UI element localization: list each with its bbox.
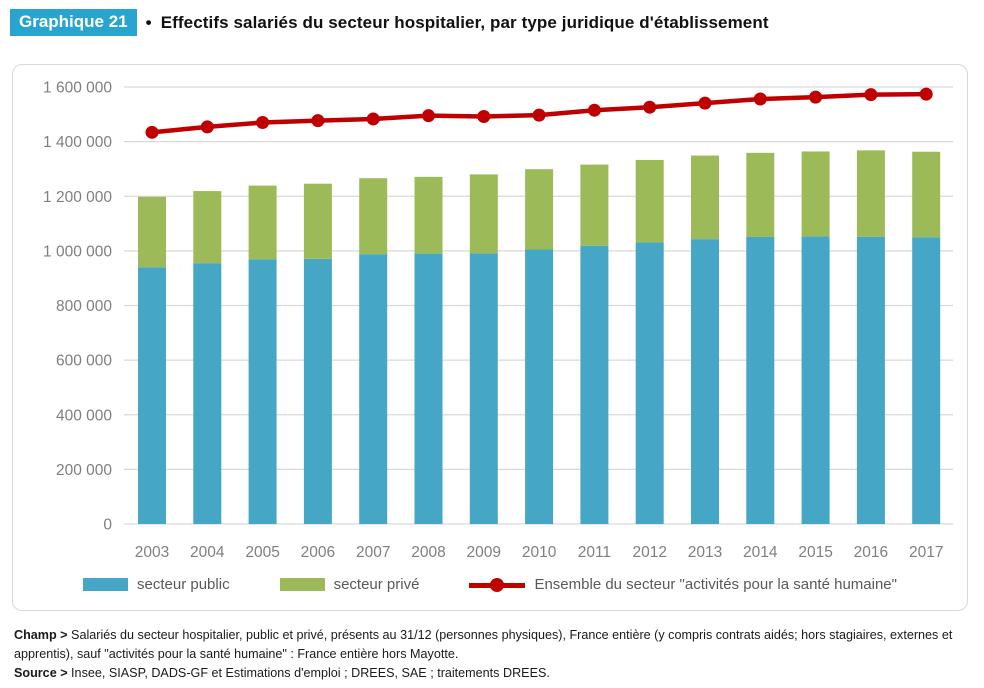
legend-swatch-public — [83, 578, 129, 591]
footnote-source-text: Insee, SIASP, DADS-GF et Estimations d'e… — [67, 665, 550, 680]
svg-text:2017: 2017 — [909, 544, 943, 561]
svg-text:2013: 2013 — [688, 544, 722, 561]
legend-label-ensemble: Ensemble du secteur "activités pour la s… — [534, 576, 897, 593]
svg-text:1 400 000: 1 400 000 — [43, 134, 112, 151]
svg-text:2012: 2012 — [632, 544, 666, 561]
svg-text:600 000: 600 000 — [56, 353, 112, 370]
footnote-champ-label: Champ > — [14, 628, 68, 642]
bullet-separator: • — [145, 12, 152, 32]
svg-text:200 000: 200 000 — [56, 462, 112, 479]
svg-text:2008: 2008 — [411, 544, 445, 561]
graphique-number-badge: Graphique 21 — [10, 9, 137, 37]
svg-text:2014: 2014 — [743, 544, 778, 561]
svg-text:2011: 2011 — [578, 544, 611, 561]
svg-text:2007: 2007 — [356, 544, 390, 561]
legend-dot — [490, 577, 505, 592]
svg-text:2004: 2004 — [190, 544, 225, 561]
legend-label-public: secteur public — [137, 576, 230, 593]
footnote-champ-text: Salariés du secteur hospitalier, public … — [14, 628, 953, 661]
legend-swatch-prive — [279, 578, 325, 591]
chart-header: Graphique 21 • Effectifs salariés du sec… — [10, 9, 769, 37]
svg-text:1 200 000: 1 200 000 — [43, 189, 112, 206]
legend-line-marker-icon — [469, 577, 526, 592]
footnote-source-label: Source > — [14, 665, 68, 680]
svg-text:2016: 2016 — [854, 544, 888, 561]
svg-text:400 000: 400 000 — [56, 407, 112, 424]
svg-text:1 000 000: 1 000 000 — [43, 243, 112, 260]
svg-text:2005: 2005 — [245, 544, 279, 561]
svg-text:800 000: 800 000 — [56, 298, 112, 315]
legend-label-prive: secteur privé — [333, 576, 420, 593]
chart-frame: 0 200 000 400 000 600 000 800 000 1 000 000 1 … — [12, 64, 968, 611]
svg-text:2003: 2003 — [135, 544, 169, 561]
svg-text:2015: 2015 — [798, 544, 832, 561]
legend-item-ensemble: Ensemble du secteur "activités pour la s… — [469, 576, 897, 593]
svg-text:1 600 000: 1 600 000 — [43, 80, 112, 97]
chart-canvas: 0 200 000 400 000 600 000 800 000 1 000 000 1 … — [43, 80, 953, 561]
footnotes: Champ > Salariés du secteur hospitalier,… — [14, 626, 970, 683]
svg-text:2009: 2009 — [467, 544, 501, 561]
svg-text:0: 0 — [103, 517, 112, 534]
svg-text:2006: 2006 — [301, 544, 335, 561]
footnote-source: Source > Insee, SIASP, DADS-GF et Estima… — [14, 664, 970, 683]
page-title: Effectifs salariés du secteur hospitalie… — [160, 12, 769, 32]
svg-text:2010: 2010 — [522, 544, 557, 561]
legend-item-secteur-prive: secteur privé — [279, 576, 420, 593]
footnote-champ: Champ > Salariés du secteur hospitalier,… — [14, 626, 970, 664]
chart-legend: secteur public secteur privé Ensemble du… — [13, 576, 967, 593]
legend-item-secteur-public: secteur public — [83, 576, 230, 593]
